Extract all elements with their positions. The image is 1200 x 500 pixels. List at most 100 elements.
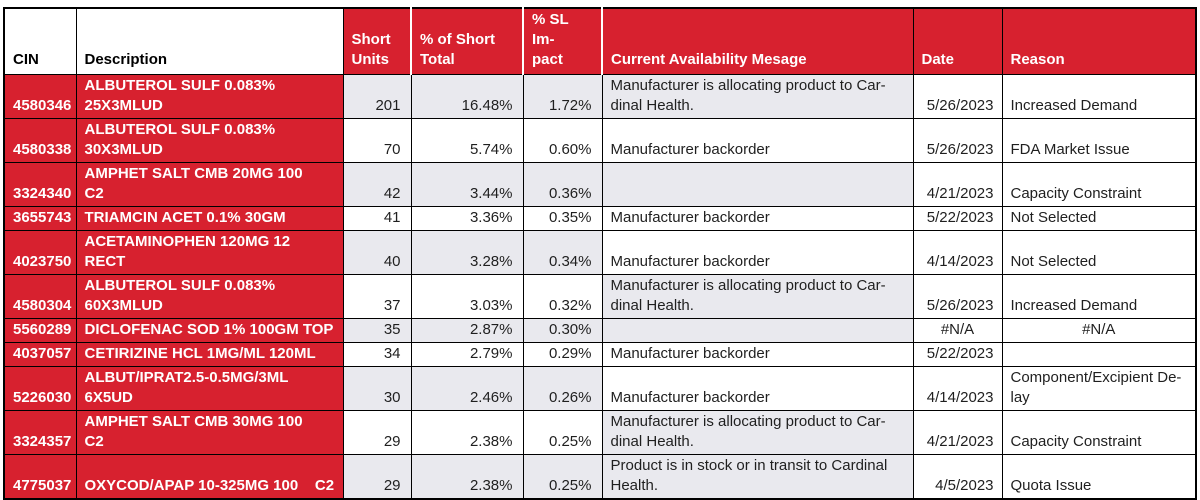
table-row: 4580304 ALBUTEROL SULF 0.083% 60X3MLUD 37 3… [3,274,1197,319]
col-header-pct_sl: % SL Im- pact [522,7,603,75]
cell-message: Manufacturer is allocating product to Ca… [601,74,914,119]
cell-message: Manufacturer is allocating product to Ca… [601,410,914,455]
cell-pct_total: 3.44% [410,162,524,207]
cell-reason: #N/A [1001,318,1197,343]
cell-short_units: 40 [342,230,412,275]
cell-pct_sl: 0.29% [522,342,603,367]
cell-reason: Increased Demand [1001,274,1197,319]
cell-short_units: 30 [342,366,412,411]
cell-reason [1001,342,1197,367]
cell-desc: ALBUTEROL SULF 0.083% 25X3MLUD [75,74,344,119]
cell-pct_sl: 0.34% [522,230,603,275]
cell-desc: ALBUTEROL SULF 0.083% 60X3MLUD [75,274,344,319]
cell-pct_total: 2.38% [410,410,524,455]
cell-desc: DICLOFENAC SOD 1% 100GM TOP [75,318,344,343]
cell-desc: ALBUT/IPRAT2.5-0.5MG/3ML 6X5UD [75,366,344,411]
table-row: 3324340 AMPHET SALT CMB 20MG 100 C2 42 3.44… [3,162,1197,207]
cell-pct_total: 2.46% [410,366,524,411]
cell-pct_total: 3.03% [410,274,524,319]
table-row: 4580346 ALBUTEROL SULF 0.083% 25X3MLUD 201… [3,74,1197,119]
cell-desc: CETIRIZINE HCL 1MG/ML 120ML [75,342,344,367]
cell-short_units: 201 [342,74,412,119]
col-header-date: Date [912,7,1003,75]
header-row: CIN Description Short Units% of Short Tota… [3,7,1197,75]
cell-date: 4/14/2023 [912,366,1003,411]
cell-cin: 4775037 [3,454,77,500]
table-row: 4775037 OXYCOD/APAP 10-325MG 100 C2 29 2.38… [3,454,1197,500]
cell-pct_sl: 0.60% [522,118,603,163]
cell-pct_total: 2.87% [410,318,524,343]
cell-date: 4/5/2023 [912,454,1003,500]
cell-message: Manufacturer backorder [601,342,914,367]
cell-desc: AMPHET SALT CMB 30MG 100 C2 [75,410,344,455]
cell-desc: OXYCOD/APAP 10-325MG 100 C2 [75,454,344,500]
cell-cin: 3655743 [3,206,77,231]
cell-pct_sl: 1.72% [522,74,603,119]
cell-reason: FDA Market Issue [1001,118,1197,163]
table-row: 3655743 TRIAMCIN ACET 0.1% 30GM 41 3.36% 0.3… [3,206,1197,231]
cell-reason: Quota Issue [1001,454,1197,500]
table-row: 4580338 ALBUTEROL SULF 0.083% 30X3MLUD 70 5… [3,118,1197,163]
cell-date: 5/26/2023 [912,74,1003,119]
cell-message [601,318,914,343]
cell-cin: 4580346 [3,74,77,119]
cell-pct_sl: 0.35% [522,206,603,231]
drug-shortage-table: CIN Description Short Units% of Short Tota… [3,7,1197,500]
cell-pct_total: 3.36% [410,206,524,231]
cell-short_units: 37 [342,274,412,319]
cell-desc: AMPHET SALT CMB 20MG 100 C2 [75,162,344,207]
cell-pct_total: 16.48% [410,74,524,119]
cell-pct_sl: 0.30% [522,318,603,343]
cell-message: Manufacturer backorder [601,366,914,411]
cell-short_units: 29 [342,454,412,500]
cell-date: 4/21/2023 [912,410,1003,455]
cell-desc: ACETAMINOPHEN 120MG 12 RECT [75,230,344,275]
col-header-message: Current Availability Mesage [601,7,914,75]
cell-short_units: 29 [342,410,412,455]
cell-message: Manufacturer backorder [601,118,914,163]
cell-cin: 5560289 [3,318,77,343]
cell-date: 5/26/2023 [912,118,1003,163]
table-row: 5226030 ALBUT/IPRAT2.5-0.5MG/3ML 6X5UD 30 2… [3,366,1197,411]
cell-reason: Component/Excipient De- lay [1001,366,1197,411]
cell-pct_total: 2.79% [410,342,524,367]
cell-short_units: 35 [342,318,412,343]
cell-short_units: 42 [342,162,412,207]
cell-message: Manufacturer backorder [601,206,914,231]
col-header-cin: CIN [3,7,77,75]
cell-short_units: 70 [342,118,412,163]
cell-date: 5/22/2023 [912,206,1003,231]
col-header-desc: Description [75,7,344,75]
cell-reason: Increased Demand [1001,74,1197,119]
col-header-pct_total: % of Short Total [410,7,524,75]
table-row: 5560289 DICLOFENAC SOD 1% 100GM TOP 35 2.87… [3,318,1197,343]
cell-date: 4/14/2023 [912,230,1003,275]
col-header-reason: Reason [1001,7,1197,75]
cell-reason: Not Selected [1001,206,1197,231]
cell-pct_total: 5.74% [410,118,524,163]
cell-date: 4/21/2023 [912,162,1003,207]
cell-cin: 4037057 [3,342,77,367]
cell-message [601,162,914,207]
cell-cin: 5226030 [3,366,77,411]
cell-pct_total: 2.38% [410,454,524,500]
table-row: 3324357 AMPHET SALT CMB 30MG 100 C2 29 2.38… [3,410,1197,455]
cell-pct_sl: 0.25% [522,410,603,455]
cell-date: 5/26/2023 [912,274,1003,319]
cell-desc: TRIAMCIN ACET 0.1% 30GM [75,206,344,231]
cell-message: Manufacturer is allocating product to Ca… [601,274,914,319]
table-body: 4580346 ALBUTEROL SULF 0.083% 25X3MLUD 201… [3,74,1197,500]
col-header-short_units: Short Units [342,7,412,75]
cell-message: Manufacturer backorder [601,230,914,275]
cell-pct_sl: 0.36% [522,162,603,207]
cell-reason: Not Selected [1001,230,1197,275]
cell-short_units: 41 [342,206,412,231]
cell-cin: 4580304 [3,274,77,319]
cell-pct_sl: 0.25% [522,454,603,500]
cell-reason: Capacity Constraint [1001,410,1197,455]
cell-cin: 3324357 [3,410,77,455]
cell-pct_sl: 0.32% [522,274,603,319]
cell-pct_total: 3.28% [410,230,524,275]
cell-date: #N/A [912,318,1003,343]
